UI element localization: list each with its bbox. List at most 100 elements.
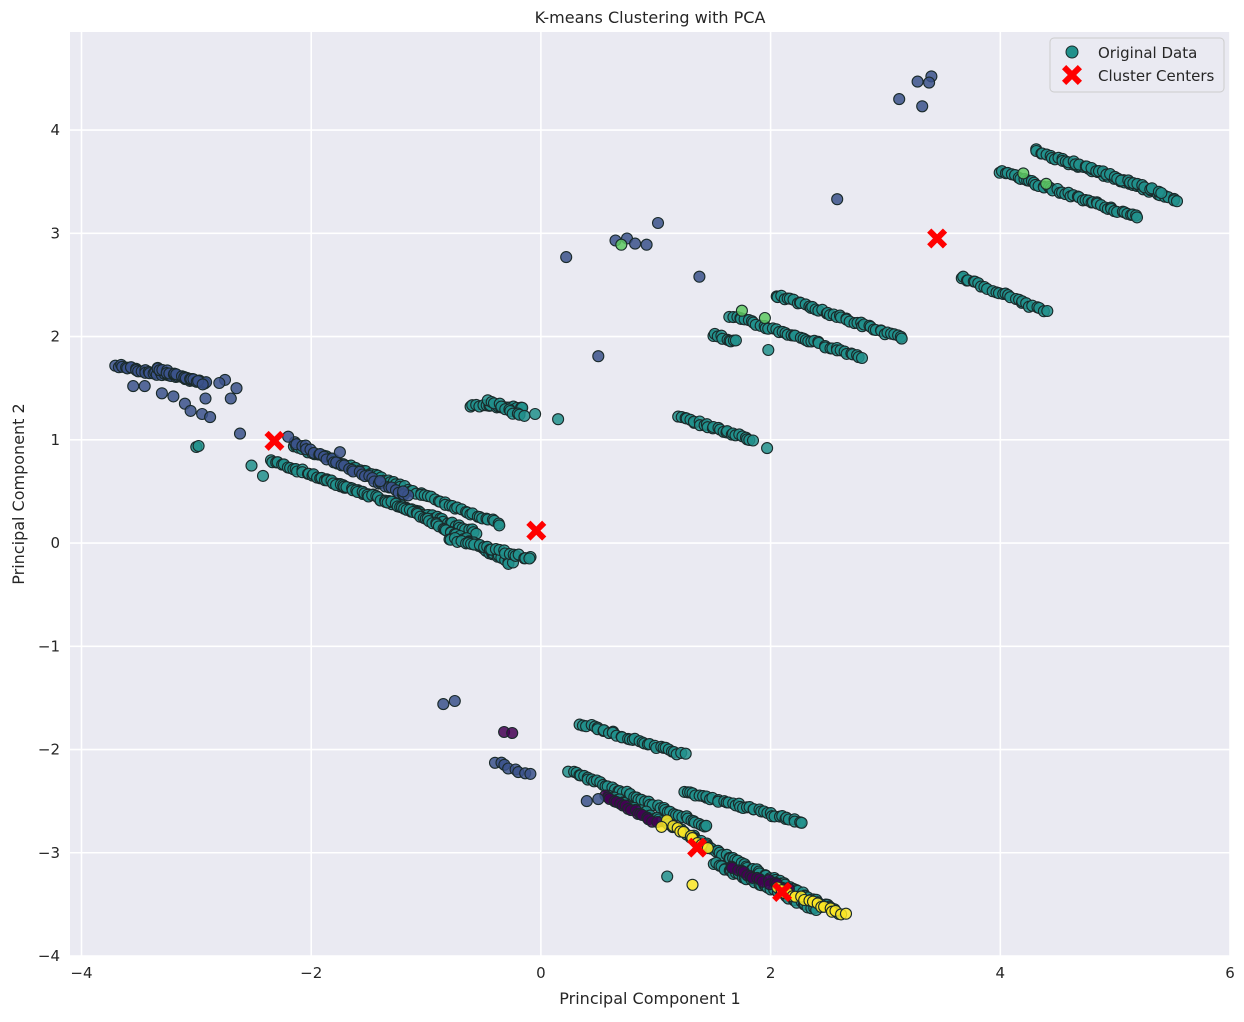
- data-point: [167, 390, 180, 403]
- cluster-center-marker: [687, 837, 708, 858]
- data-point: [855, 351, 869, 365]
- legend-x-shape: [1062, 65, 1082, 85]
- data-point: [1130, 211, 1144, 224]
- data-point: [184, 404, 197, 417]
- data-point: [256, 469, 270, 482]
- x-axis-label: Principal Component 1: [559, 989, 740, 1008]
- data-point: [911, 75, 924, 88]
- chart-title: K-means Clustering with PCA: [535, 8, 766, 27]
- data-point: [155, 387, 168, 400]
- data-point: [493, 519, 506, 532]
- data-point: [893, 93, 906, 106]
- x-tick-label: 0: [536, 964, 546, 982]
- y-tick-label: −2: [38, 741, 60, 759]
- data-point: [735, 304, 748, 317]
- legend-label-cluster-centers: Cluster Centers: [1098, 67, 1214, 85]
- x-tick-label: −4: [70, 964, 92, 982]
- cluster-centers: [264, 228, 948, 902]
- data-point: [615, 238, 628, 251]
- data-point: [1155, 186, 1168, 200]
- data-point: [839, 907, 853, 920]
- data-point: [437, 698, 450, 711]
- y-tick-label: 1: [50, 431, 60, 449]
- cluster-center-marker: [264, 430, 285, 451]
- data-point: [923, 76, 936, 89]
- y-tick-label: −1: [38, 637, 60, 655]
- data-point: [693, 270, 706, 283]
- data-point: [552, 413, 565, 426]
- data-point: [230, 382, 243, 395]
- data-point: [1040, 177, 1053, 190]
- data-point: [762, 343, 775, 357]
- y-tick-label: 0: [50, 534, 60, 552]
- y-tick-label: 2: [50, 328, 60, 346]
- data-point: [700, 819, 713, 832]
- data-point: [199, 392, 212, 405]
- data-point: [397, 485, 410, 498]
- data-point: [640, 238, 653, 251]
- data-point: [686, 878, 699, 891]
- data-point: [448, 694, 461, 708]
- data-point: [138, 380, 151, 393]
- x-tick-label: 2: [766, 964, 776, 982]
- data-point: [245, 459, 258, 472]
- y-tick-label: 4: [50, 121, 60, 139]
- x-tick-label: −2: [300, 964, 322, 982]
- data-point: [1041, 304, 1054, 318]
- y-axis-label: Principal Component 2: [9, 403, 28, 584]
- data-point: [506, 726, 519, 740]
- data-point: [761, 442, 774, 455]
- data-point: [592, 793, 605, 806]
- data-point: [213, 376, 226, 390]
- data-point: [655, 820, 668, 833]
- y-tick-label: −4: [38, 947, 60, 965]
- data-point: [196, 378, 209, 391]
- data-point: [661, 870, 674, 883]
- data-point: [701, 842, 714, 855]
- data-point: [1170, 195, 1184, 208]
- x-tick-label: 6: [1225, 964, 1235, 982]
- data-point: [224, 392, 237, 405]
- cluster-center-marker: [772, 881, 793, 902]
- data-point: [204, 411, 217, 424]
- data-point: [1017, 167, 1030, 180]
- data-point: [831, 193, 844, 206]
- data-point: [333, 446, 346, 459]
- x-tick-label: 4: [996, 964, 1006, 982]
- tick-labels: −4 −2 0 2 4 6 −4 −3 −2 −1 0 1 2 3 4: [38, 121, 1235, 982]
- legend-label-original-data: Original Data: [1098, 44, 1197, 62]
- data-point: [523, 552, 536, 565]
- data-point: [580, 795, 593, 808]
- data-points: [109, 70, 1184, 921]
- data-point: [758, 311, 771, 325]
- data-point: [524, 767, 537, 780]
- cluster-center-marker: [927, 228, 948, 249]
- cluster-center-marker: [526, 520, 547, 541]
- data-point: [651, 216, 665, 230]
- data-point: [192, 439, 205, 453]
- data-point: [916, 100, 929, 113]
- data-point: [127, 380, 140, 393]
- grid: [70, 32, 1231, 957]
- data-point: [518, 409, 531, 422]
- data-point: [679, 747, 692, 760]
- data-point: [560, 251, 573, 264]
- data-point: [795, 816, 808, 829]
- data-point: [592, 350, 605, 363]
- legend: Original Data Cluster Centers: [1049, 37, 1225, 93]
- data-point: [529, 407, 542, 421]
- legend-marker-cluster-centers: [1062, 65, 1082, 85]
- data-point: [233, 427, 247, 440]
- data-point: [729, 334, 742, 347]
- legend-box: [1049, 37, 1225, 93]
- data-point: [895, 332, 908, 345]
- y-tick-label: 3: [50, 224, 60, 242]
- legend-marker-original-data: [1065, 45, 1079, 59]
- y-tick-label: −3: [38, 844, 60, 862]
- data-point: [282, 430, 295, 443]
- data-point: [374, 475, 387, 488]
- data-point: [746, 434, 760, 447]
- data-point: [629, 237, 642, 250]
